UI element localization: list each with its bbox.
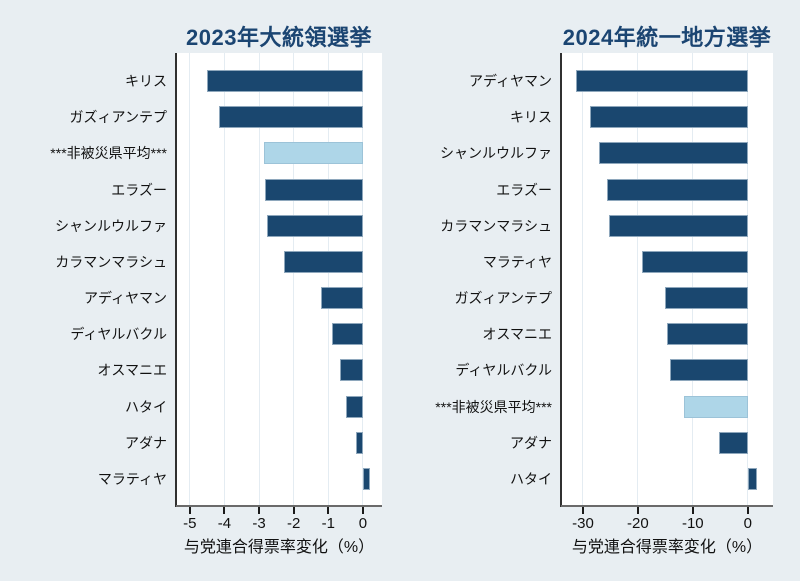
category-label: ***非被災県平均*** [50,145,167,162]
category-label: ガズィアンテプ [69,109,167,126]
bar [664,287,748,310]
category-label: マラティヤ [97,470,167,487]
x-tick [258,507,261,514]
plot-background [176,53,382,507]
x-tick-label: -3 [252,515,266,532]
category-label: オスマニエ [97,362,167,379]
gridline [582,53,584,507]
x-axis-label-right: 与党連合得票率変化（%） [571,539,763,556]
category-label: ハタイ [125,398,167,415]
y-axis-line [560,53,562,507]
x-tick-label: -20 [627,515,649,532]
category-label: ガズィアンテプ [454,290,552,307]
x-axis-label-left: 与党連合得票率変化（%） [183,539,375,556]
bar [609,214,748,237]
plot-area-left: キリスガズィアンテプ ***非被災県平均*** エラズーシャンルウルファ カラマンマラ… [0,53,400,507]
bar [207,70,363,93]
x-axis-baseline [176,505,382,507]
x-axis-baseline [561,505,773,507]
bar [590,106,748,129]
x-tick-label: 0 [743,515,752,532]
bar [321,287,363,310]
bar [219,106,363,129]
bar [264,178,363,201]
x-tick-label: -5 [183,515,197,532]
bar [263,142,363,165]
bar [641,250,748,273]
category-label: マラティヤ [482,253,552,270]
x-tick [691,507,694,514]
gridline [362,53,364,507]
category-label: カラマンマラシュ [440,217,552,234]
category-label: シャンルウルファ [55,217,167,234]
x-tick [361,507,364,514]
chart-title-left: 2023年大統領選挙 [186,25,372,50]
category-label: アダナ [510,434,552,451]
x-axis-right: 与党連合得票率変化（%） -30 -20 -10 0 [400,507,800,581]
category-label: アダナ [125,434,167,451]
gridline [747,53,749,507]
bar [670,359,748,382]
y-axis-line [175,53,177,507]
bar [362,467,370,490]
category-label: アディヤマン [468,73,552,90]
bar [747,467,758,490]
category-label: ***非被災県平均*** [435,398,552,415]
category-label: キリス [510,109,552,126]
chart-panel-2023-presidential: 2023年大統領選挙 キリスガズィアンテプ ***非被災県平均*** エラズーシャン… [0,25,400,581]
bar [331,323,363,346]
x-tick-label: -4 [217,515,232,532]
category-label: キリス [125,73,167,90]
bar [284,250,363,273]
gridline [327,53,329,507]
x-tick [188,507,191,514]
x-tick-label: -30 [572,515,594,532]
category-label: ディヤルバクル [70,326,167,343]
category-label: アディヤマン [83,290,167,307]
bar [576,70,748,93]
bar [599,142,748,165]
bar [356,431,363,454]
x-tick [223,507,226,514]
gridline [223,53,225,507]
category-label: ハタイ [510,470,552,487]
x-tick [292,507,295,514]
bar [667,323,748,346]
x-tick [327,507,330,514]
gridline [189,53,191,507]
gridline [692,53,694,507]
chart-panel-2024-local: 2024年統一地方選挙 アディヤマンキリスシャンルウルファエラズーカラマンマラシ… [400,0,800,581]
category-label: カラマンマラシュ [55,253,167,270]
x-tick-label: 0 [358,515,368,532]
gridline [293,53,295,507]
x-tick-label: -2 [287,515,301,532]
category-label: ディヤルバクル [455,362,552,379]
bar [684,395,748,418]
x-tick-label: -10 [681,515,704,532]
plot-background [561,53,773,507]
chart-title-right: 2024年統一地方選挙 [562,25,772,50]
category-label: シャンルウルファ [440,145,552,162]
bar [718,431,748,454]
bar [606,178,748,201]
x-tick [581,507,584,514]
bar [267,214,363,237]
x-tick-label: -1 [321,515,335,532]
plot-area-right: アディヤマンキリスシャンルウルファエラズーカラマンマラシュマラティヤガズィアンテ… [400,53,800,507]
gridline [258,53,260,507]
bar [345,395,363,418]
x-axis-left: 与党連合得票率変化（%） -5 -4 -3 -2 -1 0 [0,507,400,581]
category-label: エラズー [111,181,167,198]
category-label: オスマニエ [482,326,552,343]
x-tick [746,507,749,514]
x-tick [636,507,639,514]
bar [340,359,363,382]
category-label: エラズー [496,181,552,198]
gridline [637,53,639,507]
